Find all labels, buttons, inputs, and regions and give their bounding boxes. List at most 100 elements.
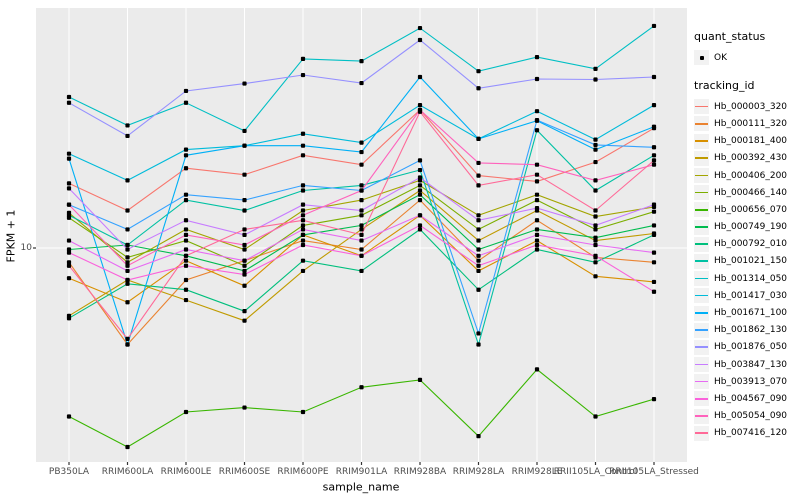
- data-point: [242, 318, 247, 323]
- data-point: [651, 260, 657, 265]
- data-point: [593, 214, 598, 219]
- data-point: [359, 385, 364, 390]
- data-point: [359, 183, 364, 188]
- data-point: [534, 55, 540, 60]
- legend-line-swatch: [695, 329, 708, 331]
- x-tick-label: RRIM901LA: [335, 467, 388, 477]
- data-point: [593, 242, 598, 248]
- data-point: [125, 133, 130, 139]
- data-point: [417, 192, 423, 197]
- data-point: [125, 342, 130, 347]
- x-tick-label: RRII105LA_Control: [553, 467, 638, 477]
- legend-item-Hb_000749_190: Hb_000749_190: [694, 219, 800, 236]
- data-point: [242, 272, 247, 277]
- legend-item-label: Hb_000792_010: [714, 239, 788, 250]
- data-point: [66, 238, 72, 243]
- data-point: [242, 247, 247, 252]
- legend-item-label: Hb_000003_320: [714, 101, 788, 112]
- legend-line-swatch: [695, 277, 708, 280]
- legend-key-box: [694, 150, 709, 166]
- legend-item-Hb_001417_030: Hb_001417_030: [694, 287, 800, 304]
- data-point: [125, 260, 130, 265]
- data-point: [125, 255, 130, 260]
- legend-key-box: [694, 374, 709, 390]
- legend-item-Hb_001021_150: Hb_001021_150: [694, 253, 800, 270]
- data-point: [534, 162, 540, 167]
- data-point: [593, 223, 598, 228]
- data-point: [125, 123, 130, 128]
- legend-line-swatch: [695, 260, 708, 263]
- data-point: [183, 88, 189, 94]
- legend-item-label: Hb_000111_320: [714, 118, 788, 129]
- data-point: [417, 188, 423, 193]
- data-point: [300, 232, 306, 238]
- data-point: [359, 213, 364, 218]
- data-point: [417, 167, 423, 173]
- data-point: [651, 289, 657, 294]
- legend-item-label: Hb_000466_140: [714, 187, 788, 198]
- data-point: [183, 232, 189, 238]
- data-point: [534, 76, 540, 82]
- legend-key-box: [694, 305, 709, 321]
- y-axis-title: FPKM + 1: [4, 209, 18, 263]
- data-point: [476, 238, 481, 243]
- legend-item-label: Hb_001417_030: [714, 290, 788, 301]
- data-point: [242, 227, 247, 232]
- data-point: [66, 151, 72, 156]
- data-point: [417, 377, 423, 382]
- data-point: [242, 143, 247, 148]
- data-point: [651, 250, 657, 255]
- data-point: [651, 145, 657, 150]
- data-point: [359, 162, 364, 167]
- data-point: [476, 434, 481, 439]
- data-point: [125, 208, 130, 213]
- data-point: [183, 263, 189, 268]
- data-point: [651, 223, 657, 228]
- x-tick-label: RRIM600LA: [101, 467, 154, 477]
- data-point: [66, 414, 72, 419]
- data-point: [183, 218, 189, 223]
- data-point: [300, 202, 306, 207]
- legend-item-Hb_001862_130: Hb_001862_130: [694, 322, 800, 339]
- data-point: [476, 258, 481, 263]
- data-point: [476, 263, 481, 268]
- data-point: [125, 281, 130, 286]
- legend-item-label: Hb_005054_090: [714, 411, 788, 422]
- data-point: [476, 160, 481, 166]
- legend-item-label: Hb_000392_430: [714, 153, 788, 164]
- data-point: [300, 56, 306, 61]
- data-point: [359, 268, 364, 274]
- data-point: [417, 213, 423, 218]
- legend-item-Hb_000111_320: Hb_000111_320: [694, 115, 800, 132]
- data-point: [242, 232, 247, 238]
- data-point: [534, 367, 540, 372]
- data-point: [534, 109, 540, 114]
- x-tick-label: RRIM600PE: [277, 467, 329, 477]
- data-point: [125, 247, 130, 252]
- legend-line-swatch: [695, 432, 708, 434]
- legend-line-swatch: [695, 191, 708, 194]
- legend-items: Hb_000003_320 Hb_000111_320 Hb_000181_400 H…: [694, 98, 800, 442]
- data-point: [359, 227, 364, 232]
- data-point: [359, 80, 364, 86]
- data-point: [593, 142, 598, 148]
- data-point: [534, 238, 540, 243]
- data-point: [417, 25, 423, 31]
- data-point: [242, 128, 247, 134]
- data-point: [183, 153, 189, 158]
- data-point: [534, 242, 540, 248]
- legend-item-Hb_003847_130: Hb_003847_130: [694, 356, 800, 373]
- data-point: [476, 136, 481, 141]
- data-point: [66, 276, 72, 281]
- data-point: [183, 409, 189, 415]
- legend-item-Hb_000466_140: Hb_000466_140: [694, 184, 800, 201]
- data-point: [534, 192, 540, 197]
- legend-line-swatch: [695, 363, 708, 366]
- data-point: [125, 444, 130, 450]
- data-point: [125, 277, 130, 283]
- data-point: [593, 227, 598, 232]
- x-tick-label: RRIM600LE: [160, 467, 212, 477]
- data-point: [534, 179, 540, 184]
